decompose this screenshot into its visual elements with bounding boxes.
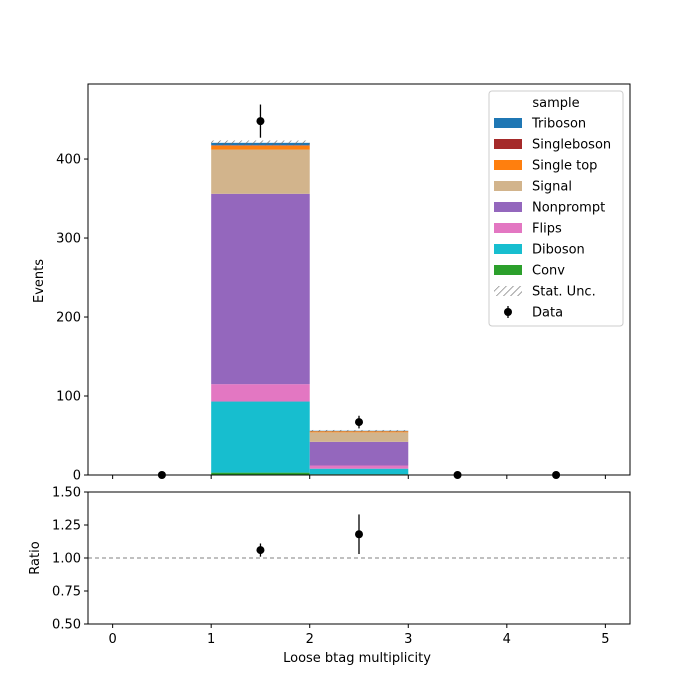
x-axis-label: Loose btag multiplicity <box>283 651 431 666</box>
legend-swatch-single-top <box>494 160 522 170</box>
x-tick-label-5: 5 <box>601 632 609 647</box>
legend-swatch-signal <box>494 181 522 191</box>
ratio-y-axis-label: Ratio <box>28 541 43 574</box>
legend-swatch-stat-unc <box>494 286 522 296</box>
ratio-point-1 <box>355 530 363 539</box>
stat-unc-layer <box>211 140 409 432</box>
main-y-axis: 0 100 200 300 400 <box>56 153 88 484</box>
y-axis-label: Events <box>32 259 47 303</box>
legend-box <box>488 90 624 327</box>
legend-label-nonprompt: Nonprompt <box>532 201 605 216</box>
bar-nonprompt-bin-2 <box>309 441 409 466</box>
bar-single-top-bin-1 <box>211 145 310 150</box>
ratio-y-tick-label-0: 0.50 <box>52 618 81 633</box>
ratio-y-tick-label-2: 1.00 <box>52 552 81 567</box>
legend-marker-data <box>504 308 512 316</box>
legend-title: sample <box>532 96 579 111</box>
y-tick-label-1: 100 <box>56 390 81 405</box>
legend-label-triboson: Triboson <box>531 117 586 132</box>
x-tick-label-2: 2 <box>306 632 314 647</box>
bar-signal-bin-1 <box>211 149 310 194</box>
legend-label-signal: Signal <box>532 180 572 195</box>
bar-diboson-bin-1 <box>211 401 310 473</box>
stat-unc-bin-1 <box>211 140 310 146</box>
main-x-ticks <box>112 475 606 479</box>
y-tick-label-4: 400 <box>56 153 81 168</box>
x-tick-label-1: 1 <box>207 632 215 647</box>
y-tick-label-2: 200 <box>56 311 81 326</box>
legend-label-data: Data <box>532 306 563 321</box>
legend-swatch-triboson <box>494 118 522 128</box>
legend-swatch-flips <box>494 223 522 233</box>
ratio-y-tick-label-3: 1.25 <box>52 519 81 534</box>
legend-label-diboson: Diboson <box>532 243 585 258</box>
legend-swatch-singleboson <box>494 139 522 149</box>
bar-signal-bin-2 <box>309 432 409 442</box>
main-plot-frame <box>87 83 631 476</box>
ratio-plot-frame <box>87 491 631 625</box>
legend-swatch-nonprompt <box>494 202 522 212</box>
x-tick-label-3: 3 <box>404 632 412 647</box>
legend-label-flips: Flips <box>532 222 562 237</box>
x-tick-label-4: 4 <box>503 632 511 647</box>
y-tick-label-0: 0 <box>73 469 81 484</box>
legend-label-conv: Conv <box>532 264 565 279</box>
legend-swatch-conv <box>494 265 522 275</box>
stat-unc-bin-2 <box>309 429 409 432</box>
bar-flips-bin-1 <box>211 384 310 402</box>
data-point-2 <box>355 418 363 427</box>
bar-nonprompt-bin-1 <box>211 193 310 385</box>
main-bars-layer <box>211 142 409 475</box>
ratio-y-tick-label-4: 1.50 <box>52 486 81 501</box>
bar-single-top-bin-2 <box>309 431 409 433</box>
data-point-1 <box>256 117 265 126</box>
legend-label-singleboson: Singleboson <box>532 138 611 153</box>
bar-diboson-bin-2 <box>309 468 409 475</box>
ratio-x-axis: 0 1 2 3 4 5 <box>108 624 610 647</box>
ratio-y-tick-label-1: 0.75 <box>52 585 81 600</box>
legend-swatch-diboson <box>494 244 522 254</box>
legend-label-single-top: Single top <box>532 159 597 174</box>
ratio-y-axis: 0.50 0.75 1.00 1.25 1.50 <box>52 486 88 633</box>
ratio-point-0 <box>256 546 265 555</box>
ratio-points-layer <box>256 514 363 557</box>
x-tick-label-0: 0 <box>108 632 116 647</box>
bar-conv-bin-1 <box>211 472 310 475</box>
bar-flips-bin-2 <box>309 465 409 469</box>
legend: sample Triboson Singleboson Single top Sign… <box>488 90 624 327</box>
y-tick-label-3: 300 <box>56 232 81 247</box>
legend-label-stat-unc: Stat. Unc. <box>532 285 596 300</box>
